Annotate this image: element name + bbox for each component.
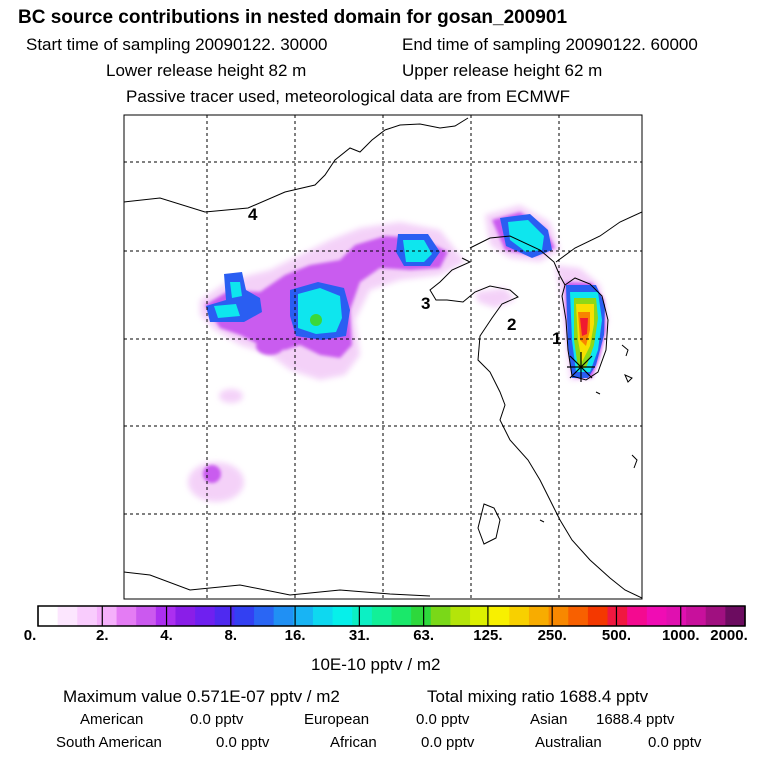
colorbar-cell (705, 606, 726, 626)
colorbar-cell (548, 606, 569, 626)
contribution-label-american: American (80, 711, 144, 728)
sampling-start: Start time of sampling 20090122. 30000 (26, 35, 328, 54)
colorbar-tick-label: 2. (96, 627, 109, 644)
colorbar-tick-label: 500. (601, 627, 632, 644)
colorbar-cell (195, 606, 216, 626)
colorbar-cell (528, 606, 550, 626)
contribution-value-african: 0.0 pptv (421, 734, 475, 751)
contribution-value-european: 0.0 pptv (416, 711, 470, 728)
colorbar-cell (77, 606, 98, 626)
contribution-label-african: African (330, 734, 377, 751)
colorbar-cell (391, 606, 412, 626)
colorbar-cell (450, 606, 471, 626)
colorbar-cell (607, 606, 628, 626)
colorbar-cell (411, 606, 432, 626)
colorbar-cell (273, 606, 294, 626)
colorbar-major-ticks (37, 606, 746, 626)
colorbar-units: 10E-10 pptv / m2 (311, 655, 441, 674)
colorbar-cell (666, 606, 687, 626)
contribution-value-australian: 0.0 pptv (648, 734, 702, 751)
colorbar-cell (725, 606, 746, 626)
colorbar-cell (587, 606, 609, 626)
contribution-value-asian: 1688.4 pptv (596, 711, 675, 728)
colorbar-cell (116, 606, 137, 626)
colorbar-cell (254, 606, 275, 626)
colorbar-tick-label: 63. (413, 627, 435, 644)
colorbar-cell (234, 606, 255, 626)
contribution-value-american: 0.0 pptv (190, 711, 244, 728)
colorbar-cell (175, 606, 196, 626)
colorbar-tick-label: 31. (348, 627, 370, 644)
colorbar-cell (332, 606, 353, 626)
region-label-3: 3 (421, 294, 431, 313)
colorbar-cells (38, 606, 746, 626)
contribution-label-asian: Asian (530, 711, 568, 728)
colorbar-tick-label: 1000. (661, 627, 700, 644)
colorbar-cell (38, 606, 59, 626)
contribution-value-south-american: 0.0 pptv (216, 734, 270, 751)
region-label-4: 4 (248, 205, 258, 224)
region-label-2: 2 (507, 315, 517, 334)
region-label-1: 1 (552, 329, 562, 348)
colorbar-tick-label: 4. (160, 627, 173, 644)
colorbar-tick-label: 0. (23, 627, 37, 644)
colorbar-cell (568, 606, 589, 626)
contribution-label-australian: Australian (535, 734, 602, 751)
contribution-label-south-american: South American (56, 734, 162, 751)
colorbar-cell (96, 606, 118, 626)
lower-release-height: Lower release height 82 m (106, 61, 307, 80)
map-frame (123, 114, 643, 600)
maximum-value: Maximum value 0.571E-07 pptv / m2 (63, 687, 340, 706)
colorbar-cell (489, 606, 510, 626)
page-title: BC source contributions in nested domain… (18, 7, 568, 28)
colorbar-cell (646, 606, 668, 626)
colorbar-cell (509, 606, 530, 626)
sampling-end: End time of sampling 20090122. 60000 (402, 35, 698, 54)
colorbar-cell (57, 606, 78, 626)
colorbar-cell (312, 606, 334, 626)
colorbar-cell (430, 606, 452, 626)
coastlines (124, 117, 642, 599)
colorbar-tick-label: 16. (284, 627, 306, 644)
colorbar-tick-label: 125. (473, 627, 503, 644)
colorbar-tick-label: 2000. (710, 627, 748, 644)
colorbar-cell (293, 606, 314, 626)
contribution-label-european: European (304, 711, 370, 728)
colorbar-tick-label: 250. (537, 627, 567, 644)
colorbar-cell (470, 606, 491, 626)
colorbar-cell (371, 606, 393, 626)
colorbar-tick-label: 8. (224, 627, 238, 644)
colorbar-cell (686, 606, 707, 626)
colorbar-cell (627, 606, 648, 626)
receptor-marker (567, 352, 595, 382)
colorbar-cell (136, 606, 157, 626)
upper-release-height: Upper release height 62 m (402, 61, 603, 80)
tracer-note: Passive tracer used, meteorological data… (126, 87, 571, 106)
graticule (124, 115, 642, 599)
colorbar-cell (214, 606, 235, 626)
total-mixing-ratio: Total mixing ratio 1688.4 pptv (427, 687, 649, 706)
plume-core (310, 298, 598, 368)
colorbar-cell (352, 606, 373, 626)
